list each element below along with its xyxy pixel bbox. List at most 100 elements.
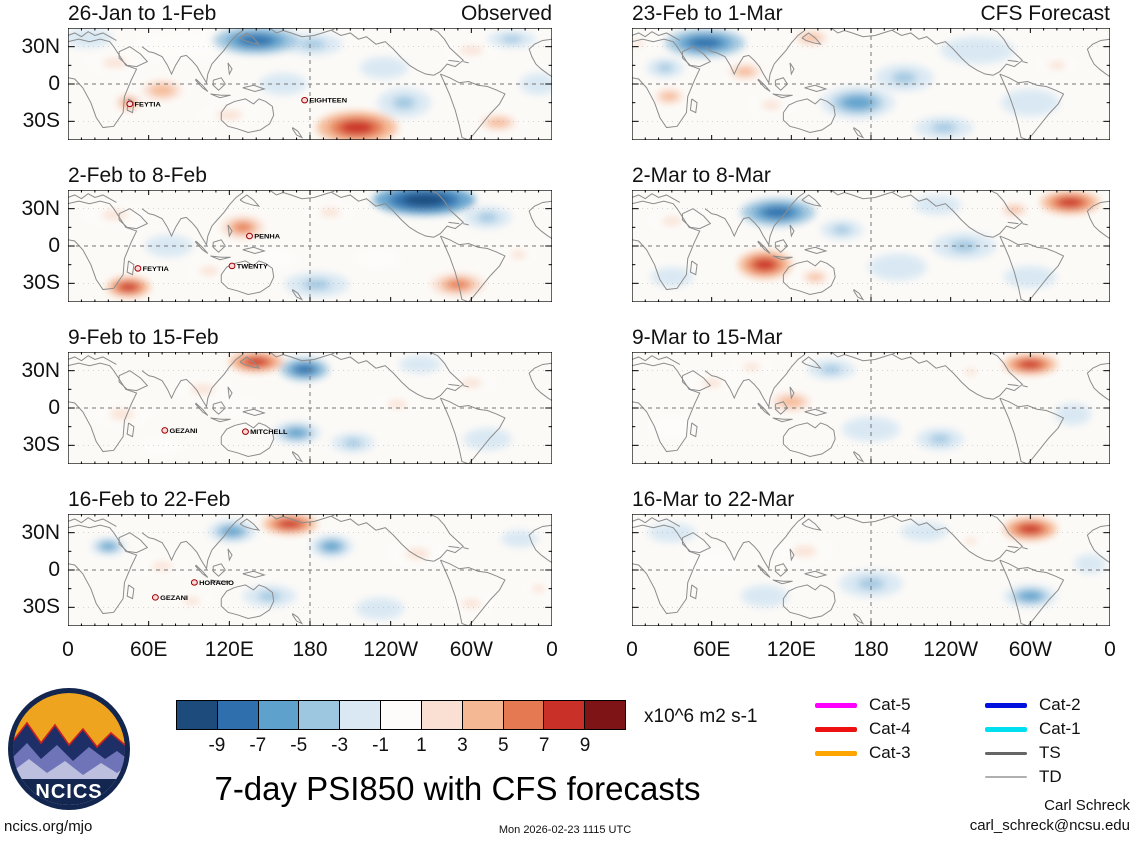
x-axis-label: 0: [1104, 638, 1116, 661]
legend-item: Cat-3: [815, 743, 911, 763]
legend-item: TD: [985, 767, 1062, 787]
coastline: [779, 192, 804, 219]
legend-item: Cat-1: [985, 719, 1081, 739]
coastline: [127, 585, 134, 599]
coastline: [705, 47, 779, 83]
legend-line-swatch: [985, 702, 1027, 708]
coastline: [1008, 546, 1019, 547]
y-axis-label: 0: [48, 72, 60, 95]
storm-label: GEZANI: [170, 427, 198, 435]
storm-label: EIGHTEEN: [309, 97, 347, 105]
x-axis-label: 120E: [204, 638, 254, 661]
coastline: [854, 452, 863, 462]
coastline: [805, 247, 826, 253]
x-axis-label: 0: [62, 638, 74, 661]
legend-line-swatch: [985, 726, 1027, 732]
panel-title: 2-Mar to 8-Mar: [632, 163, 1110, 188]
coastline: [440, 236, 505, 302]
footer-email: carl_schreck@ncsu.edu: [969, 817, 1130, 834]
coastline: [430, 514, 464, 561]
coastline: [690, 423, 697, 437]
coastline: [854, 614, 863, 624]
colorbar-segment: [217, 701, 259, 729]
storm-label: MITCHELL: [250, 428, 288, 436]
anomaly-field: [68, 28, 552, 140]
storm-label: HORACIO: [199, 579, 234, 587]
coastline: [783, 99, 835, 133]
colorbar-segment: [421, 701, 463, 729]
coastline: [68, 201, 137, 289]
storm-marker: HORACIO: [191, 579, 234, 587]
coastline: [142, 47, 217, 83]
coastline: [779, 354, 804, 381]
coastline: [228, 387, 232, 398]
panel-date-range: 9-Mar to 15-Mar: [632, 326, 783, 349]
coastline: [127, 423, 134, 437]
map-panel: [632, 514, 1110, 626]
coastline: [68, 518, 116, 527]
coastline: [632, 194, 680, 203]
y-axis-label: 30S: [22, 595, 60, 619]
panel-date-range: 2-Mar to 8-Mar: [632, 164, 771, 187]
coastline: [221, 423, 273, 457]
coastline: [1087, 201, 1110, 238]
panel-date-range: 2-Feb to 8-Feb: [68, 164, 207, 187]
colorbar-segment: [544, 701, 586, 729]
coastline: [127, 99, 134, 113]
coastline: [228, 225, 232, 236]
coastline: [682, 209, 710, 229]
coastline: [196, 403, 208, 415]
footer-author: Carl Schreck: [1044, 797, 1130, 814]
coastline: [217, 192, 243, 219]
coastline: [775, 564, 787, 576]
coastline: [802, 195, 821, 206]
x-axis-label: 0: [626, 638, 638, 661]
coastline: [1008, 222, 1019, 223]
coastline: [440, 398, 505, 464]
colorbar-tick-label: -3: [331, 735, 349, 756]
map-svg: [632, 190, 1110, 302]
map-panel: [632, 352, 1110, 464]
coastline: [805, 409, 826, 415]
coastline: [790, 387, 794, 398]
storm-marker: EIGHTEEN: [302, 97, 347, 105]
coastline: [270, 28, 335, 37]
panel-title: 16-Mar to 22-Mar: [632, 487, 1110, 512]
coastline: [221, 585, 273, 619]
coastline: [332, 354, 434, 399]
x-axis-label: 60W: [1008, 638, 1052, 661]
coastline: [529, 363, 552, 400]
anomaly-field: [647, 354, 1092, 451]
coastline: [705, 533, 779, 569]
coastline: [892, 354, 993, 399]
legend-line-swatch: [815, 702, 857, 708]
legend-line-swatch: [985, 776, 1027, 778]
coastline: [690, 261, 697, 275]
coastline: [430, 352, 464, 399]
coastline: [632, 356, 680, 365]
coastline: [228, 549, 232, 560]
coastline: [790, 225, 794, 236]
coastline: [332, 30, 434, 75]
coastline: [142, 533, 217, 569]
panel-title: 2-Feb to 8-Feb: [68, 163, 552, 188]
coastline: [119, 371, 147, 391]
y-axis-label: 30N: [21, 358, 60, 382]
coastline: [529, 39, 552, 76]
coastline: [783, 585, 835, 619]
coastline: [68, 356, 116, 365]
x-axis-label: 120W: [363, 638, 419, 661]
map-panel: HORACIO GEZANI: [68, 514, 552, 626]
logo-ridge-line: [13, 721, 125, 749]
panel-date-range: 26-Jan to 1-Feb: [68, 2, 217, 25]
coastline: [243, 85, 265, 91]
legend-line-swatch: [815, 726, 857, 732]
x-axis-label: 180: [853, 638, 889, 661]
logo-text: NCICS: [35, 781, 102, 803]
colorbar-segment: [258, 701, 300, 729]
anomaly-field: [647, 517, 1107, 608]
coastline: [831, 352, 895, 361]
coastline: [332, 516, 434, 561]
coastline: [463, 62, 468, 63]
coastline: [448, 546, 459, 547]
